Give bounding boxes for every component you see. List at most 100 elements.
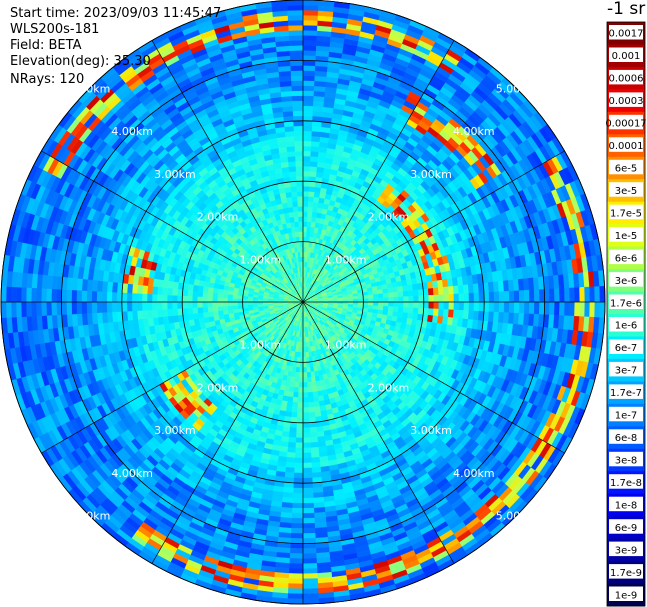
ppi-cell [302, 588, 319, 595]
ppi-cell [513, 301, 520, 314]
ppi-cell [302, 236, 307, 242]
ppi-cell [311, 381, 317, 388]
ppi-cell [289, 558, 304, 564]
ppi-cell [310, 150, 320, 158]
ppi-cell [309, 436, 318, 443]
ppi-cell [397, 286, 404, 293]
ppi-cell [559, 301, 565, 316]
ppi-cell [302, 517, 315, 524]
ppi-cell [302, 191, 310, 197]
ppi-cell [432, 287, 439, 296]
ppi-cell [307, 396, 314, 403]
ppi-cell [398, 301, 404, 308]
ppi-cell [589, 286, 596, 303]
ppi-cell [311, 130, 322, 138]
ppi-cell [291, 502, 304, 509]
ppi-cell [417, 289, 424, 297]
ppi-cell [472, 310, 480, 321]
ppi-cell [599, 285, 606, 303]
ppi-cell [458, 293, 465, 303]
ppi-cell [311, 125, 322, 133]
ppi-cell [392, 306, 399, 313]
ppi-cell [302, 135, 312, 142]
ppi-cell [564, 287, 571, 303]
ppi-cell [388, 297, 394, 303]
ppi-cell [488, 301, 495, 313]
ppi-cell [397, 291, 404, 298]
ppi-cell [554, 301, 560, 316]
ppi-cell [302, 362, 307, 368]
ppi-cell [308, 191, 315, 198]
ppi-cell [292, 391, 299, 398]
ppi-cell [284, 466, 295, 474]
ppi-cell [307, 201, 314, 208]
ppi-cell [402, 285, 409, 292]
ppi-cell [463, 293, 470, 303]
ppi-cell [288, 563, 304, 570]
ppi-cell [302, 75, 316, 82]
ppi-cell [564, 301, 571, 317]
ppi-cell [402, 290, 409, 297]
ppi-cell [373, 297, 379, 303]
ppi-cell [302, 548, 317, 554]
ppi-cell [377, 289, 384, 295]
ppi-cell [292, 396, 299, 403]
ppi-cell [291, 517, 304, 524]
ppi-cell [437, 308, 444, 317]
ppi-cell [467, 283, 475, 294]
ppi-cell [302, 160, 311, 167]
ppi-cell [312, 391, 319, 398]
ppi-cell [302, 150, 312, 157]
ppi-cell [538, 301, 545, 315]
ppi-cell [538, 289, 545, 303]
ppi-cell [503, 301, 510, 314]
ppi-cell [298, 382, 304, 388]
ppi-cell [358, 301, 364, 306]
ppi-cell [288, 431, 297, 438]
ppi-cell [523, 289, 530, 303]
ppi-cell [549, 288, 555, 303]
ppi-cell [302, 90, 315, 97]
ppi-cell [574, 287, 581, 303]
ppi-cell [392, 286, 399, 293]
ppi-cell [287, 441, 296, 449]
ppi-cell [584, 286, 591, 303]
ppi-cell [306, 221, 312, 228]
ppi-cell [302, 437, 311, 444]
ppi-cell [533, 301, 540, 315]
ppi-cell [398, 296, 404, 303]
ppi-cell [302, 155, 311, 162]
ppi-cell [372, 293, 379, 299]
ppi-cell [302, 412, 310, 419]
ppi-cell [302, 372, 308, 378]
ppi-cell [295, 442, 304, 449]
ppi-cell [442, 286, 450, 295]
ppi-cell [438, 301, 445, 310]
ppi-cell [363, 301, 369, 306]
ppi-cell [302, 543, 317, 549]
ppi-cell [294, 376, 300, 383]
ppi-cell [412, 289, 419, 297]
ppi-cell [308, 401, 315, 408]
ppi-cell [473, 292, 480, 303]
ppi-cell [311, 471, 322, 479]
ppi-cell [412, 307, 419, 315]
ppi-cell [427, 308, 434, 316]
ppi-cell [306, 371, 312, 378]
ppi-cell [302, 558, 317, 564]
ppi-cell [302, 447, 312, 454]
ppi-cell [302, 492, 314, 499]
ppi-cell [302, 352, 307, 358]
ppi-cell [493, 291, 500, 303]
ppi-cell [302, 382, 308, 388]
ppi-cell [290, 416, 298, 423]
ppi-cell [307, 391, 314, 398]
ppi-cell [302, 130, 313, 137]
ppi-cell [452, 285, 460, 295]
ppi-cell [302, 512, 315, 519]
ppi-cell [296, 417, 304, 424]
ppi-cell [382, 305, 389, 312]
ppi-cell [378, 301, 384, 307]
ppi-cell [302, 568, 318, 575]
